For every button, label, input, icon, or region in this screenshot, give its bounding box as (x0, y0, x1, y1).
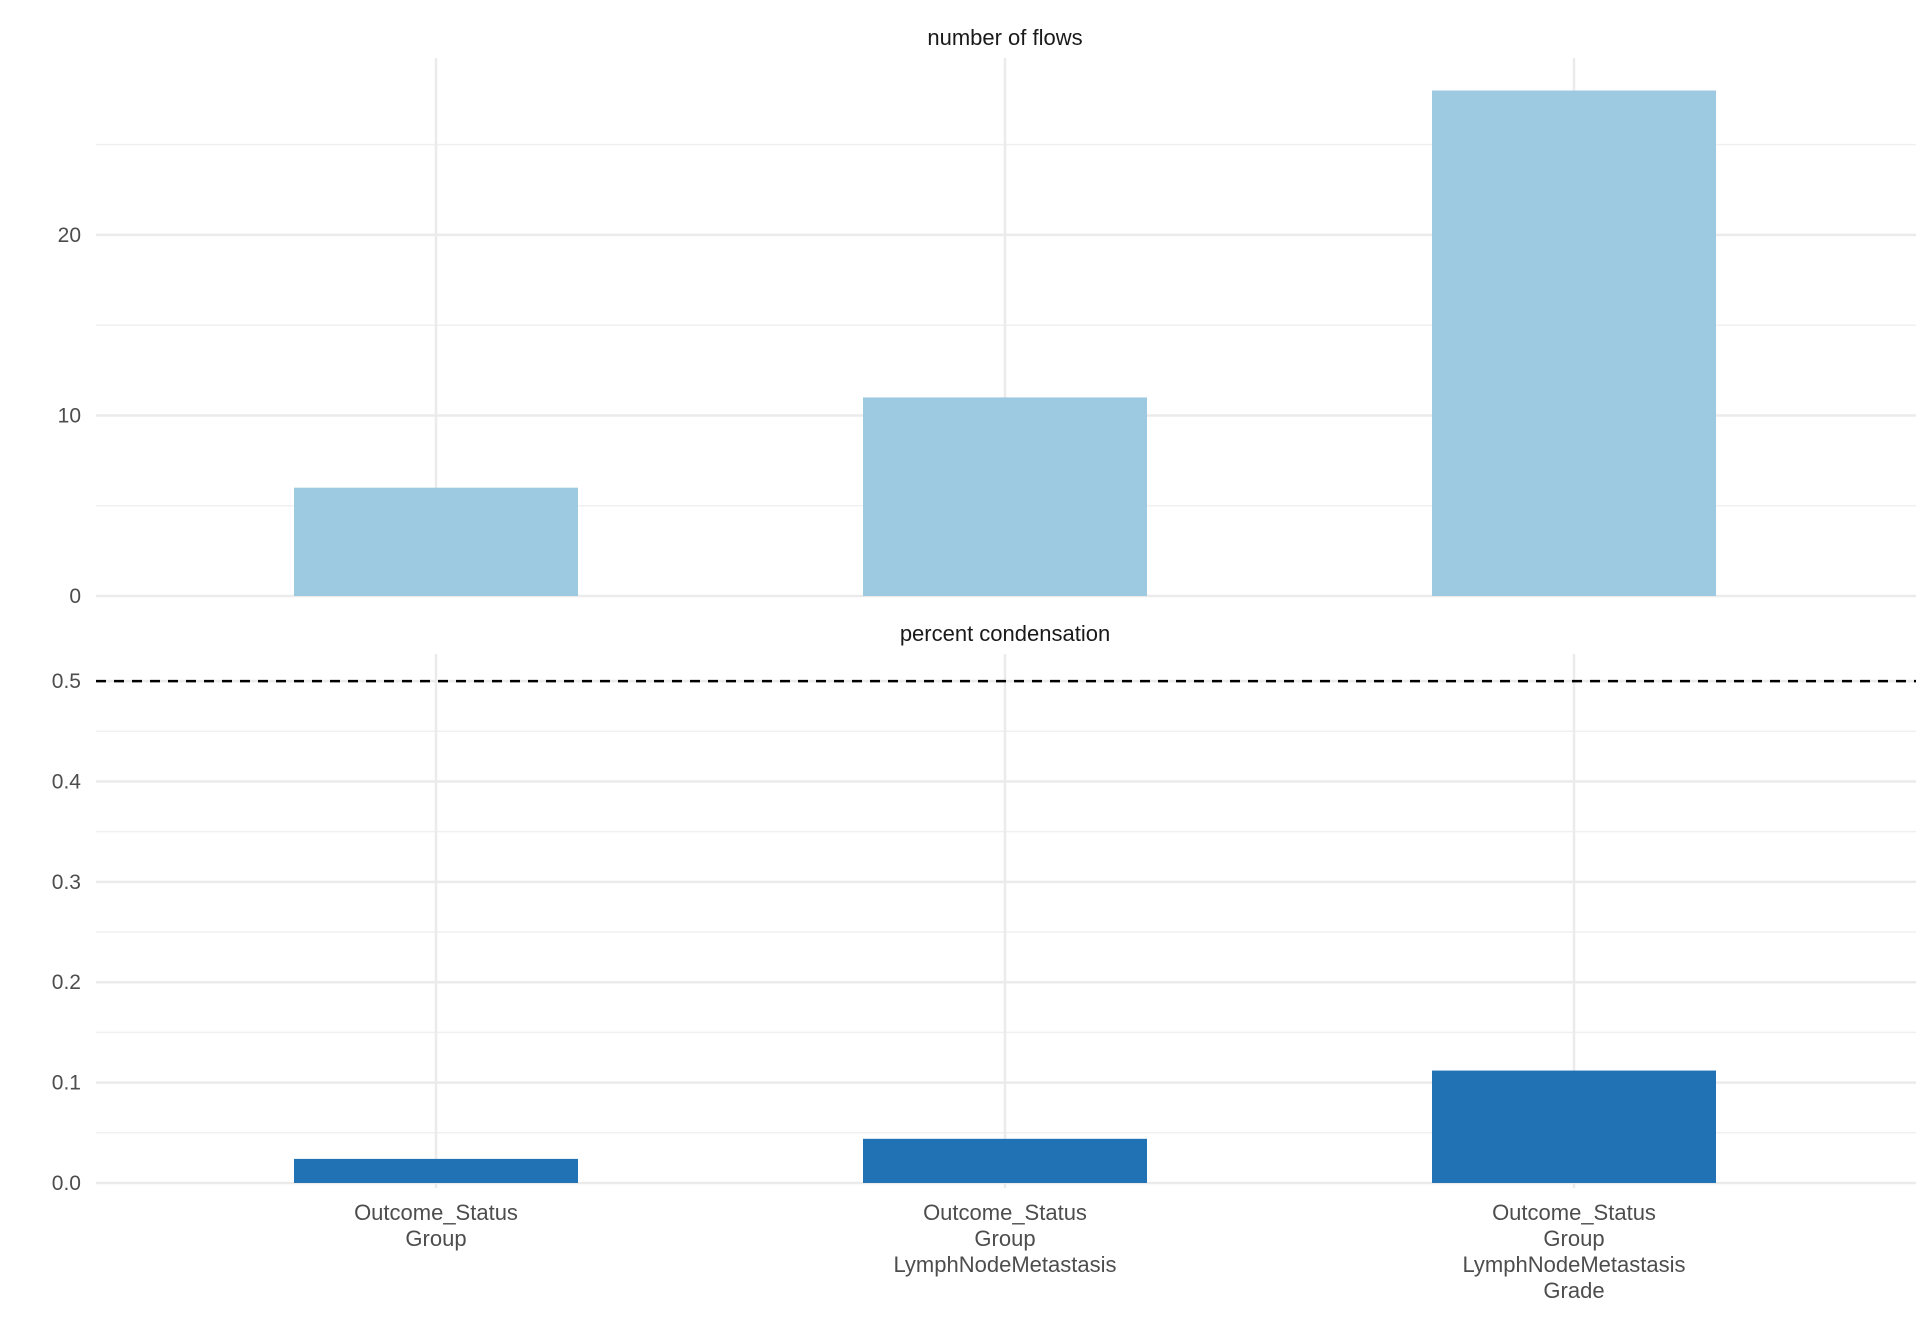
x-tick-label: Grade (1543, 1278, 1604, 1303)
x-tick-label: Group (1543, 1226, 1604, 1251)
y-tick-label: 20 (58, 224, 81, 247)
x-tick-label: Outcome_Status (1492, 1200, 1656, 1225)
bar (1432, 90, 1716, 596)
y-tick-label: 0.3 (52, 871, 81, 894)
y-tick-label: 0.2 (52, 971, 81, 994)
x-tick-label: LymphNodeMetastasis (894, 1252, 1117, 1277)
x-tick-label: Group (405, 1226, 466, 1251)
panel-title: percent condensation (900, 621, 1110, 646)
bar (863, 1138, 1147, 1183)
y-tick-label: 10 (58, 404, 81, 427)
bar (294, 487, 578, 596)
panel-title: number of flows (927, 25, 1082, 50)
y-tick-label: 0.0 (52, 1172, 81, 1195)
x-tick-label: Outcome_Status (354, 1200, 518, 1225)
y-tick-label: 0.5 (52, 670, 81, 693)
x-tick-label: LymphNodeMetastasis (1463, 1252, 1686, 1277)
y-tick-label: 0.1 (52, 1072, 81, 1095)
bar (863, 397, 1147, 596)
bar (1432, 1070, 1716, 1183)
x-tick-label: Group (974, 1226, 1035, 1251)
y-tick-label: 0 (69, 585, 81, 608)
bar (294, 1158, 578, 1183)
y-tick-label: 0.4 (52, 770, 82, 793)
x-tick-label: Outcome_Status (923, 1200, 1087, 1225)
